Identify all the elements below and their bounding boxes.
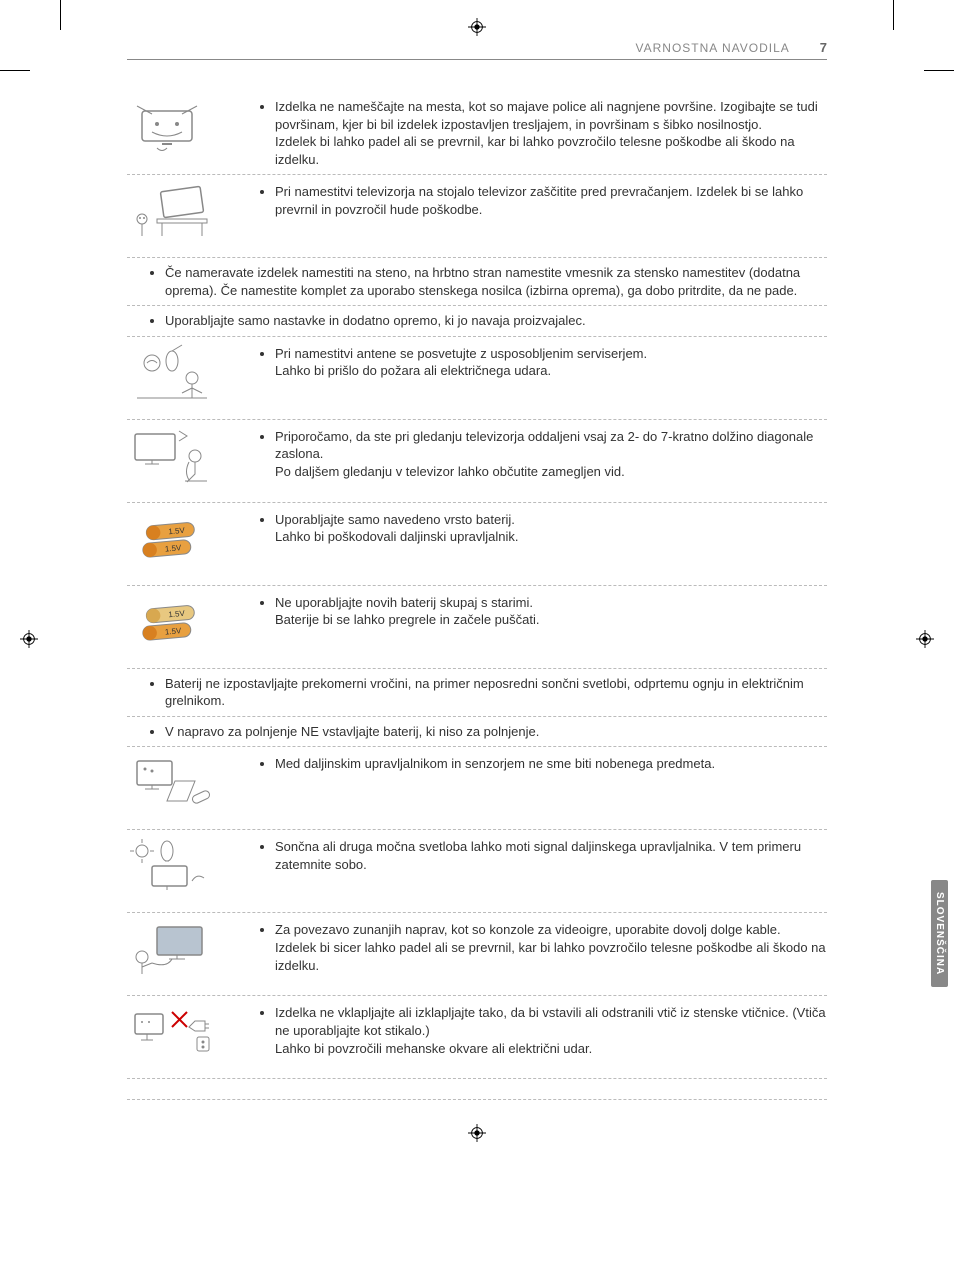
plug-toggle-icon bbox=[127, 1002, 217, 1062]
instruction-row-full: Uporabljajte samo nastavke in dodatno op… bbox=[127, 306, 827, 337]
illustration-cell bbox=[127, 1002, 257, 1062]
illustration-cell: 1.5V 1.5V bbox=[127, 509, 257, 569]
instruction-text: Pri namestitvi televizorja na stojalo te… bbox=[275, 183, 827, 218]
language-tab: SLOVENŠČINA bbox=[931, 880, 948, 987]
instruction-row: 1.5V 1.5V Ne uporabljajte novih baterij … bbox=[127, 586, 827, 669]
instruction-text: Pri namestitvi antene se posvetujte z us… bbox=[275, 345, 827, 380]
instruction-text: V napravo za polnjenje NE vstavljajte ba… bbox=[165, 723, 827, 741]
tv-viewing-distance-icon bbox=[127, 426, 217, 486]
instruction-row-full: V napravo za polnjenje NE vstavljajte ba… bbox=[127, 717, 827, 748]
instruction-row-full: Baterij ne izpostavljajte prekomerni vro… bbox=[127, 669, 827, 717]
instruction-row: Med daljinskim upravljalnikom in senzorj… bbox=[127, 747, 827, 830]
instruction-row: 1.5V 1.5V Uporabljajte samo navedeno vrs… bbox=[127, 503, 827, 586]
instruction-row: Pri namestitvi televizorja na stojalo te… bbox=[127, 175, 827, 258]
remote-obstacle-icon bbox=[127, 753, 217, 813]
instruction-row: Pri namestitvi antene se posvetujte z us… bbox=[127, 337, 827, 420]
instruction-text: Sončna ali druga močna svetloba lahko mo… bbox=[275, 838, 827, 873]
instruction-text: Priporočamo, da ste pri gledanju televiz… bbox=[275, 428, 827, 481]
batteries-mixed-icon: 1.5V 1.5V bbox=[127, 592, 217, 652]
illustration-cell bbox=[127, 96, 257, 156]
illustration-cell bbox=[127, 343, 257, 403]
content: Izdelka ne nameščajte na mesta, kot so m… bbox=[127, 90, 827, 1100]
page-number: 7 bbox=[820, 40, 827, 55]
instruction-text: Med daljinskim upravljalnikom in senzorj… bbox=[275, 755, 827, 773]
game-console-cable-icon bbox=[127, 919, 217, 979]
tv-falling-shelf-icon bbox=[127, 96, 217, 156]
illustration-cell bbox=[127, 919, 257, 979]
page: VARNOSTNA NAVODILA 7 Izdelk bbox=[77, 0, 877, 1160]
illustration-cell bbox=[127, 426, 257, 486]
instruction-text: Baterij ne izpostavljajte prekomerni vro… bbox=[165, 675, 827, 710]
instruction-row-full: Če nameravate izdelek namestiti na steno… bbox=[127, 258, 827, 306]
svg-text:1.5V: 1.5V bbox=[168, 609, 186, 619]
illustration-cell: 1.5V 1.5V bbox=[127, 592, 257, 652]
instruction-text: Ne uporabljajte novih baterij skupaj s s… bbox=[275, 594, 827, 629]
tv-stand-person-icon bbox=[127, 181, 217, 241]
svg-text:1.5V: 1.5V bbox=[164, 626, 182, 636]
header-title: VARNOSTNA NAVODILA bbox=[636, 41, 790, 55]
antenna-installer-icon bbox=[127, 343, 217, 403]
instruction-text: Uporabljajte samo navedeno vrsto baterij… bbox=[275, 511, 827, 546]
illustration-cell bbox=[127, 181, 257, 241]
page-header: VARNOSTNA NAVODILA 7 bbox=[127, 40, 827, 60]
instruction-text: Uporabljajte samo nastavke in dodatno op… bbox=[165, 312, 827, 330]
instruction-row: Za povezavo zunanjih naprav, kot so konz… bbox=[127, 913, 827, 996]
instruction-row: Izdelka ne vklapljajte ali izklapljajte … bbox=[127, 996, 827, 1079]
instruction-text: Izdelka ne nameščajte na mesta, kot so m… bbox=[275, 98, 827, 168]
svg-text:1.5V: 1.5V bbox=[168, 526, 186, 536]
instruction-text: Izdelka ne vklapljajte ali izklapljajte … bbox=[275, 1004, 827, 1057]
svg-text:1.5V: 1.5V bbox=[164, 543, 182, 553]
batteries-two-icon: 1.5V 1.5V bbox=[127, 509, 217, 569]
instruction-row: Izdelka ne nameščajte na mesta, kot so m… bbox=[127, 90, 827, 175]
instruction-text: Če nameravate izdelek namestiti na steno… bbox=[165, 264, 827, 299]
instruction-row: Sončna ali druga močna svetloba lahko mo… bbox=[127, 830, 827, 913]
sun-tv-light-icon bbox=[127, 836, 217, 896]
instruction-text: Za povezavo zunanjih naprav, kot so konz… bbox=[275, 921, 827, 974]
illustration-cell bbox=[127, 753, 257, 813]
instruction-row: Priporočamo, da ste pri gledanju televiz… bbox=[127, 420, 827, 503]
illustration-cell bbox=[127, 836, 257, 896]
